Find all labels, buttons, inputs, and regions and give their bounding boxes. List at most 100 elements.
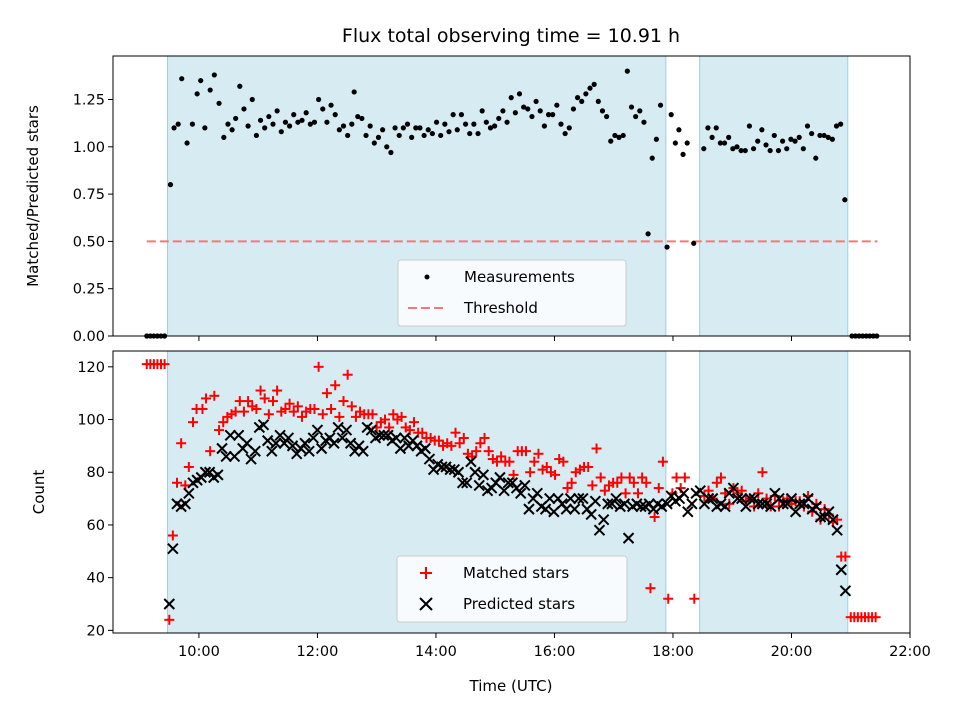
measurement-point bbox=[462, 121, 469, 127]
measurement-point bbox=[657, 102, 664, 108]
measurement-point bbox=[467, 130, 473, 137]
measurement-point bbox=[496, 115, 502, 122]
measurement-point bbox=[616, 134, 622, 140]
predicted-marker-b bbox=[573, 492, 585, 505]
matched-star-point bbox=[633, 488, 644, 499]
predicted-star-point bbox=[544, 492, 556, 505]
matched-star-point bbox=[583, 461, 594, 472]
matched-star-point bbox=[255, 385, 266, 396]
measurement-point bbox=[825, 134, 831, 140]
predicted-marker-b bbox=[756, 498, 769, 510]
measurement-point bbox=[680, 151, 686, 157]
predicted-star-point bbox=[332, 421, 344, 434]
predicted-star-point bbox=[706, 492, 719, 505]
measurement-point bbox=[796, 134, 802, 140]
bottom-x-ticks: 10:00 12:00 14:00 16:00 18:00 20:00 22:00 bbox=[178, 633, 931, 660]
measurement-point bbox=[421, 132, 427, 139]
measurement-point bbox=[179, 76, 185, 82]
predicted-marker-b bbox=[328, 437, 340, 449]
y-tick-label: 0.50 bbox=[73, 234, 105, 250]
predicted-marker-b bbox=[760, 498, 773, 510]
measurement-point bbox=[295, 119, 301, 125]
matched-star-point bbox=[280, 403, 291, 414]
predicted-star-point bbox=[777, 498, 789, 510]
matched-star-point bbox=[167, 530, 178, 541]
matched-star-point bbox=[205, 446, 216, 457]
measurement-point bbox=[771, 132, 777, 139]
matched-star-point bbox=[663, 593, 674, 604]
predicted-star-point bbox=[266, 445, 278, 457]
measurement-point bbox=[500, 108, 506, 114]
predicted-marker-b bbox=[469, 466, 481, 478]
measurement-point bbox=[583, 91, 589, 97]
measurement-point bbox=[767, 147, 773, 154]
predicted-star-point bbox=[831, 524, 843, 536]
matched-star-point bbox=[591, 443, 602, 454]
predicted-marker-b bbox=[311, 424, 324, 436]
measurement-point bbox=[516, 91, 523, 97]
matched-star-point bbox=[550, 469, 561, 480]
predicted-star-point bbox=[577, 492, 589, 505]
predicted-star-point bbox=[585, 508, 597, 521]
predicted-star-point bbox=[212, 469, 224, 481]
predicted-marker-b bbox=[494, 471, 506, 484]
measurement-point bbox=[262, 125, 268, 131]
legend-predicted-label: Predicted stars bbox=[463, 595, 575, 613]
predicted-star-point bbox=[686, 498, 698, 510]
predicted-marker-b bbox=[661, 498, 673, 510]
predicted-star-point bbox=[179, 498, 192, 510]
predicted-star-point bbox=[452, 466, 465, 478]
predicted-marker-b bbox=[564, 492, 577, 505]
measurement-point bbox=[311, 119, 318, 125]
predicted-marker-b bbox=[241, 437, 253, 449]
predicted-star-point bbox=[568, 503, 581, 515]
matched-star-point bbox=[529, 456, 540, 467]
measurement-point bbox=[541, 123, 547, 129]
matched-star-point bbox=[251, 403, 262, 414]
predicted-star-point bbox=[677, 487, 690, 500]
measurement-point bbox=[750, 146, 757, 152]
measurement-point bbox=[320, 106, 326, 112]
measurement-point bbox=[392, 125, 398, 131]
predicted-star-point bbox=[477, 469, 490, 481]
matched-star-point bbox=[409, 417, 420, 428]
measurement-point bbox=[691, 240, 697, 246]
predicted-marker-b bbox=[303, 445, 315, 457]
predicted-star-point bbox=[220, 450, 232, 463]
predicted-star-point bbox=[635, 500, 647, 513]
predicted-marker-b bbox=[216, 442, 228, 455]
matched-star-point bbox=[214, 425, 225, 436]
predicted-star-point bbox=[456, 477, 469, 489]
matched-star-point bbox=[388, 409, 399, 420]
measurement-point bbox=[442, 121, 448, 127]
x-tick-label: 20:00 bbox=[771, 644, 813, 660]
predicted-marker-b bbox=[651, 498, 664, 510]
predicted-star-point bbox=[299, 437, 311, 449]
predicted-star-point bbox=[398, 432, 411, 444]
matched-star-point bbox=[715, 472, 726, 483]
matched-star-point bbox=[272, 385, 283, 396]
measurement-point bbox=[417, 125, 423, 131]
matched-star-point bbox=[624, 472, 635, 483]
measurement-point bbox=[633, 113, 639, 120]
bottom-plot-frame bbox=[112, 350, 911, 634]
measurement-point bbox=[821, 132, 827, 139]
predicted-marker-b bbox=[519, 479, 531, 492]
predicted-star-point bbox=[514, 487, 527, 500]
bottom-y-ticks: 20 40 60 80 100 120 bbox=[77, 360, 113, 639]
measurement-point bbox=[349, 121, 355, 127]
measurement-point bbox=[324, 119, 330, 125]
measurement-point bbox=[734, 144, 740, 150]
measurement-point bbox=[450, 112, 456, 118]
y-tick-label: 60 bbox=[87, 518, 105, 534]
measurement-point bbox=[336, 127, 342, 133]
x-tick-label: 12:00 bbox=[297, 644, 339, 660]
predicted-marker-b bbox=[827, 513, 839, 526]
x-axis-label: Time (UTC) bbox=[469, 677, 553, 695]
measurement-point bbox=[371, 140, 377, 146]
measurement-point bbox=[446, 129, 452, 135]
measurement-point bbox=[202, 125, 208, 131]
predicted-marker-b bbox=[423, 453, 436, 465]
predicted-marker-b bbox=[785, 492, 798, 505]
measurement-point bbox=[233, 115, 239, 122]
